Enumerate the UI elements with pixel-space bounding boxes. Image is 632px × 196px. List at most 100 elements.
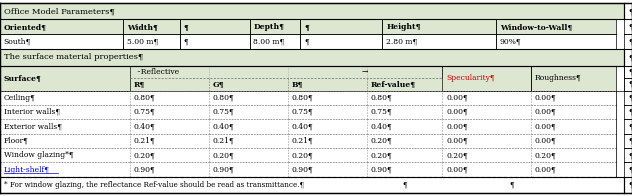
Bar [0,34,123,49]
Bar [624,49,632,66]
Bar [442,66,531,91]
Text: 0.40¶: 0.40¶ [291,122,313,130]
Text: 0.20¶: 0.20¶ [133,151,155,159]
Text: Office Model Parameters¶: Office Model Parameters¶ [4,7,114,15]
Text: ¶: ¶ [628,68,632,76]
Bar [367,134,442,148]
Text: 0.80¶: 0.80¶ [212,94,234,102]
Bar [0,119,130,134]
Text: 0.20¶: 0.20¶ [446,151,468,159]
Text: ¶: ¶ [628,53,632,61]
Text: ¶: ¶ [304,23,309,31]
Bar [0,91,130,105]
Text: 0.00¶: 0.00¶ [446,108,468,116]
Bar [382,19,496,34]
Bar [624,177,632,193]
Bar [250,34,300,49]
Text: Depth¶: Depth¶ [253,23,284,31]
Bar [0,162,130,177]
Bar [209,162,288,177]
Text: 0.40¶: 0.40¶ [133,122,155,130]
Bar [624,3,632,19]
Text: ¶: ¶ [628,137,632,145]
Bar [0,134,130,148]
Text: 0.80¶: 0.80¶ [291,94,313,102]
Text: Light-shelf¶: Light-shelf¶ [4,165,50,173]
Text: 0.90¶: 0.90¶ [291,165,313,173]
Bar [288,91,367,105]
Text: 0.00¶: 0.00¶ [446,165,468,173]
Text: 0.20¶: 0.20¶ [212,151,234,159]
Bar [0,3,624,19]
Text: 0.21¶: 0.21¶ [212,137,234,145]
Bar [496,19,616,34]
Text: 0.90¶: 0.90¶ [370,165,392,173]
Bar [180,34,250,49]
Text: Ref-value¶: Ref-value¶ [370,80,415,88]
Bar [367,105,442,119]
Bar [0,49,624,66]
Bar [130,78,442,91]
Text: 0.00¶: 0.00¶ [446,94,468,102]
Text: ¶: ¶ [628,80,632,88]
Bar [0,66,130,91]
Text: 0.75¶: 0.75¶ [133,108,155,116]
Text: →: → [362,68,368,76]
Text: Height¶: Height¶ [386,23,421,31]
Bar [288,134,367,148]
Text: South¶: South¶ [4,38,31,46]
Text: ¶: ¶ [184,23,189,31]
Text: 0.21¶: 0.21¶ [291,137,313,145]
Bar [130,105,209,119]
Bar [0,177,624,193]
Text: ¶: ¶ [628,151,632,159]
Text: ¶: ¶ [628,165,632,173]
Text: 0.75¶: 0.75¶ [212,108,234,116]
Bar [624,78,632,91]
Bar [300,34,382,49]
Bar [442,91,531,105]
Bar [180,19,250,34]
Text: The surface material properties¶: The surface material properties¶ [4,53,143,61]
Bar [367,148,442,162]
Text: 0.90¶: 0.90¶ [212,165,234,173]
Text: ¶: ¶ [304,38,309,46]
Text: ··Reflective: ··Reflective [136,68,179,76]
Text: 0.75¶: 0.75¶ [291,108,313,116]
Bar [209,148,288,162]
Bar [531,134,616,148]
Bar [123,19,180,34]
Bar [624,91,632,105]
Bar [442,105,531,119]
Text: Window-to-Wall¶: Window-to-Wall¶ [500,23,572,31]
Text: 0.20¶: 0.20¶ [370,137,392,145]
Text: ¶: ¶ [402,181,407,189]
Bar [442,119,531,134]
Bar [250,19,300,34]
Bar [0,19,123,34]
Bar [130,91,209,105]
Text: Ceiling¶: Ceiling¶ [4,94,35,102]
Bar [288,162,367,177]
Text: 0.21¶: 0.21¶ [133,137,155,145]
Bar [382,34,496,49]
Bar [123,34,180,49]
Bar [531,162,616,177]
Bar [624,105,632,119]
Text: Width¶: Width¶ [127,23,158,31]
Bar [442,162,531,177]
Bar [209,119,288,134]
Bar [624,148,632,162]
Bar [624,162,632,177]
Text: 0.00¶: 0.00¶ [535,137,556,145]
Bar [288,119,367,134]
Bar [130,66,442,78]
Text: ¶: ¶ [628,23,632,31]
Bar [531,148,616,162]
Text: 90%¶: 90%¶ [500,38,521,46]
Bar [624,34,632,49]
Text: 5.00 m¶: 5.00 m¶ [127,38,158,46]
Text: ¶: ¶ [628,122,632,130]
Text: ¶: ¶ [628,108,632,116]
Text: 0.20¶: 0.20¶ [370,151,392,159]
